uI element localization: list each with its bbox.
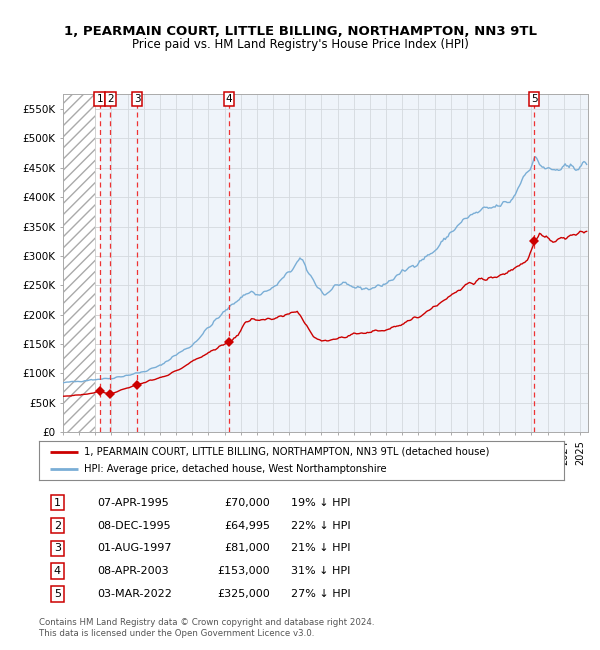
Text: 1: 1 — [97, 94, 103, 104]
Text: 21% ↓ HPI: 21% ↓ HPI — [291, 543, 350, 553]
Text: This data is licensed under the Open Government Licence v3.0.: This data is licensed under the Open Gov… — [39, 629, 314, 638]
Text: 3: 3 — [134, 94, 140, 104]
Text: 4: 4 — [226, 94, 232, 104]
Bar — [63, 94, 95, 432]
Text: HPI: Average price, detached house, West Northamptonshire: HPI: Average price, detached house, West… — [83, 464, 386, 474]
Bar — [100, 94, 110, 432]
Bar — [534, 94, 588, 432]
Text: 08-APR-2003: 08-APR-2003 — [97, 566, 169, 576]
Text: 19% ↓ HPI: 19% ↓ HPI — [291, 498, 350, 508]
Text: 4: 4 — [54, 566, 61, 576]
Text: £325,000: £325,000 — [217, 589, 270, 599]
Text: Contains HM Land Registry data © Crown copyright and database right 2024.: Contains HM Land Registry data © Crown c… — [39, 618, 374, 627]
Text: 01-AUG-1997: 01-AUG-1997 — [97, 543, 171, 553]
Text: 08-DEC-1995: 08-DEC-1995 — [97, 521, 170, 530]
Text: 03-MAR-2022: 03-MAR-2022 — [97, 589, 172, 599]
Text: 5: 5 — [54, 589, 61, 599]
Text: 1: 1 — [54, 498, 61, 508]
Text: 1, PEARMAIN COURT, LITTLE BILLING, NORTHAMPTON, NN3 9TL (detached house): 1, PEARMAIN COURT, LITTLE BILLING, NORTH… — [83, 447, 489, 456]
Text: 2: 2 — [54, 521, 61, 530]
Bar — [110, 94, 137, 432]
Text: 1, PEARMAIN COURT, LITTLE BILLING, NORTHAMPTON, NN3 9TL: 1, PEARMAIN COURT, LITTLE BILLING, NORTH… — [64, 25, 536, 38]
Text: 31% ↓ HPI: 31% ↓ HPI — [291, 566, 350, 576]
Text: 2: 2 — [107, 94, 113, 104]
Text: £70,000: £70,000 — [224, 498, 270, 508]
Text: 07-APR-1995: 07-APR-1995 — [97, 498, 169, 508]
Text: £64,995: £64,995 — [224, 521, 270, 530]
Text: 27% ↓ HPI: 27% ↓ HPI — [291, 589, 350, 599]
Text: 22% ↓ HPI: 22% ↓ HPI — [291, 521, 350, 530]
Text: 5: 5 — [531, 94, 538, 104]
Bar — [137, 94, 229, 432]
Text: £153,000: £153,000 — [217, 566, 270, 576]
Text: Price paid vs. HM Land Registry's House Price Index (HPI): Price paid vs. HM Land Registry's House … — [131, 38, 469, 51]
Bar — [229, 94, 534, 432]
Text: 3: 3 — [54, 543, 61, 553]
Text: £81,000: £81,000 — [224, 543, 270, 553]
